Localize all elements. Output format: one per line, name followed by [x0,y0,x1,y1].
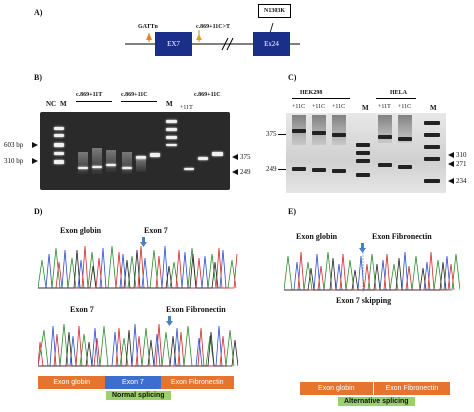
gel-c-lane-11c-4: +11C [398,104,412,110]
gene-diagram-lines [125,22,300,51]
gel-c-size-375: 375 [266,130,277,138]
exon24-label: Ex24 [264,40,279,48]
gel-b-lane-nc: NC [46,100,57,108]
exon7-box: EX7 [155,32,192,56]
gel-b-lane-m2: M [166,100,173,108]
gel-b-603-arrow-icon [32,142,38,148]
panel-label-b: B) [34,73,42,82]
gattn-label: GATTn [138,24,158,30]
exon-bar-normal-fibronectin: Exon Fibronectin [160,376,234,389]
gel-c-size-249: 249 [266,165,277,173]
seq-e-note: Exon 7 skipping [336,296,392,305]
gel-b-group2-bracket [121,101,157,102]
caption-alternative-splicing: Alternative splicing [338,397,415,406]
gel-c-249-tick [278,169,286,170]
gel-b-size-310: 310 bp [4,157,24,165]
gel-b-size-603: 603 bp [4,141,24,149]
panel-label-d: D) [34,207,43,216]
gel-c-234-arrow-icon [448,178,454,184]
gel-b-group2-label: c.869+11C [121,92,148,98]
seq-d-bottom-junction-arrow-icon [166,313,173,326]
gel-b-375-arrow-icon [232,154,238,160]
exon7-label: EX7 [167,40,180,48]
gel-c-lane-11c-3: +11C [332,104,346,110]
mutation-label: c.869+11C>T [196,24,231,30]
gel-c-271-arrow-icon [448,161,454,167]
gel-c-lane-m1: M [362,104,369,112]
seq-d-bottom-left-label: Exon 7 [70,305,94,314]
n1303k-box: N1303K [258,4,291,18]
gel-b-size-249: 249 [240,168,251,176]
seq-d-bottom-right-label: Exon Fibronectin [166,305,226,314]
gel-c-cell2-label: HELA [390,90,408,96]
panel-label-c: C) [288,73,297,82]
exon24-box: Ex24 [253,32,290,56]
gel-b-group3-label: c.869+11C [194,92,221,98]
gel-b-group1-label: c.869+11T [76,92,103,98]
exon-bar-alternative: Exon globin Exon Fibronectin [300,382,450,395]
panel-label-a: A) [34,8,43,17]
exon-bar-normal: Exon globin Exon 7 Exon Fibronectin [38,376,234,389]
exon-bar-alt-globin: Exon globin [300,382,374,395]
chromatogram-d-top [38,245,238,289]
gel-c-lane-11c-2: +11C [312,104,326,110]
gel-c-image [286,113,446,193]
gel-c-lane-11c-1: +11C [292,104,306,110]
seq-d-top-right-label: Exon 7 [144,226,168,235]
gel-c-cell1-label: HEK298 [300,90,323,96]
seq-e-left-label: Exon globin [296,232,338,241]
gel-c-size-310: 310 [456,151,467,159]
chromatogram-d-bottom [38,323,238,367]
seq-e-junction-arrow-icon [359,240,366,253]
panel-label-e: E) [288,207,296,216]
gel-b-249-arrow-icon [232,169,238,175]
gel-c-375-tick [278,134,286,135]
exon-bar-normal-exon7: Exon 7 [105,376,161,389]
gel-b-group1-bracket [76,101,112,102]
mutation-marker-icon [196,34,202,40]
gel-b-sub-11t: +11T [180,105,193,111]
gel-c-size-234: 234 [456,177,467,185]
gel-b-lane-m1: M [60,100,67,108]
exon-bar-alt-fibronectin: Exon Fibronectin [373,382,450,395]
gel-c-lane-11t-1: +11T [378,104,391,110]
seq-d-top-left-label: Exon globin [60,226,102,235]
gel-c-cell2-bracket [376,98,416,99]
exon-bar-normal-globin: Exon globin [38,376,106,389]
chromatogram-e [284,246,460,292]
gel-c-lane-m2: M [430,104,437,112]
gel-c-cell1-bracket [292,98,350,99]
gel-c-310-arrow-icon [448,152,454,158]
gel-c-size-271: 271 [456,160,467,168]
gene-diagram: EX7 Ex24 GATTn c.869+11C>T N1303K [0,0,474,75]
caption-normal-splicing: Normal splicing [106,391,171,400]
gel-b-size-375: 375 [240,153,251,161]
gel-b-image [40,112,230,190]
gel-b-310-arrow-icon [32,158,38,164]
seq-e-right-label: Exon Fibronectin [372,232,432,241]
seq-d-top-junction-arrow-icon [140,234,147,247]
